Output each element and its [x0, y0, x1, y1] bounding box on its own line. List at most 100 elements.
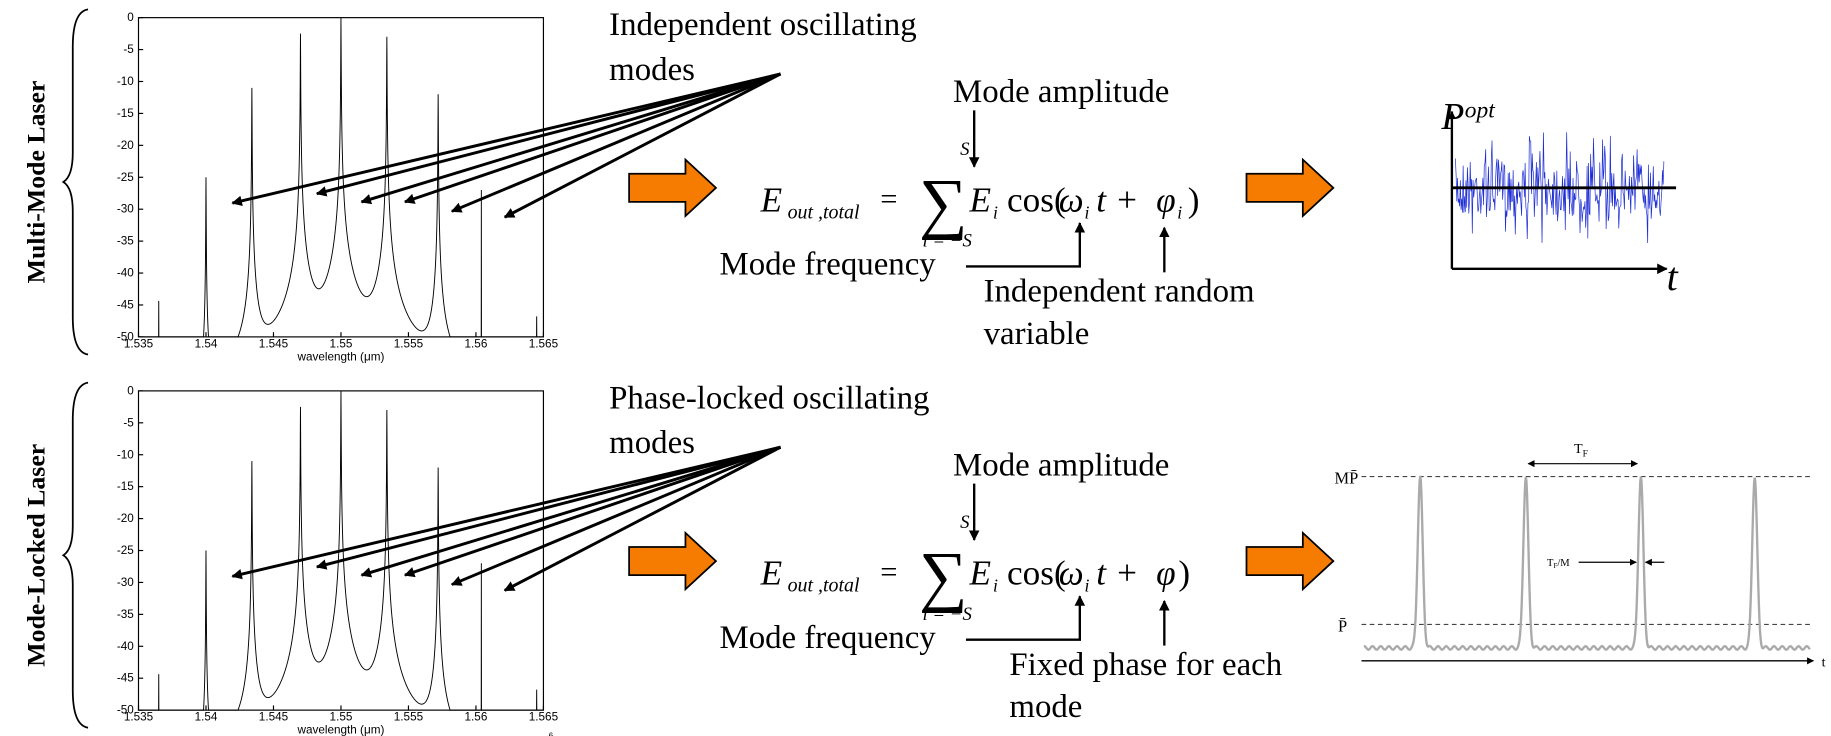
- eq-sum: ∑: [919, 164, 968, 240]
- y-tick-label: -30: [117, 576, 134, 589]
- y-tick-label: -15: [117, 107, 134, 120]
- y-axis-label-sub: opt: [1465, 97, 1495, 123]
- y-tick-label: -50: [117, 704, 134, 717]
- eq-sum-bottom: i = −S: [923, 231, 973, 252]
- x-axis-label: t: [1822, 655, 1826, 671]
- mode-arrow: [503, 72, 782, 219]
- spectrum-curve: [138, 390, 544, 711]
- y-tick-label: -45: [117, 298, 134, 311]
- orange-arrow: [628, 157, 718, 219]
- width-label-rest: /M: [1557, 558, 1570, 569]
- pulse-train: [1363, 475, 1811, 651]
- y-tick-label: -40: [117, 640, 134, 653]
- x-axis-label: wavelength (μm): [297, 350, 385, 363]
- modes-label: Independent oscillating: [609, 7, 917, 43]
- period-label: TF: [1574, 441, 1588, 460]
- x-tick-label: 1.555: [394, 711, 424, 724]
- orange-arrow: [1245, 530, 1335, 592]
- y-tick-label: -10: [117, 448, 134, 461]
- eq-equals: =: [880, 555, 897, 589]
- frequency-label: Mode frequency: [719, 247, 936, 283]
- eq-rest: t +: [1096, 554, 1138, 593]
- mode-arrow: [231, 72, 781, 207]
- eq-omega: ω: [1059, 554, 1084, 593]
- side-label: Multi-Mode Laser: [22, 81, 51, 284]
- orange-arrow: [628, 530, 718, 592]
- x-tick-label: 1.55: [330, 711, 353, 724]
- y-tick-label: -35: [117, 608, 134, 621]
- mode-arrow: [315, 72, 781, 197]
- frequency-label: Mode frequency: [719, 620, 936, 656]
- y-tick-label: -30: [117, 203, 134, 216]
- brace: [61, 381, 89, 729]
- width-label: TF/M: [1547, 558, 1570, 570]
- y-tick-label: -40: [117, 267, 134, 280]
- spectrum-curve: [138, 17, 544, 338]
- x-tick-label: 1.565: [529, 337, 559, 350]
- x-tick-label: 1.535: [124, 337, 154, 350]
- modes-label: modes: [609, 52, 695, 88]
- y-tick-label: -20: [117, 139, 134, 152]
- x-multiplier-exponent: -6: [546, 731, 554, 736]
- mode-arrow: [403, 72, 781, 204]
- eq-cos: cos(: [1007, 554, 1066, 593]
- y-axis-label: P: [1440, 97, 1464, 138]
- y-tick-label: -25: [117, 544, 134, 557]
- eq-phi: φ: [1156, 554, 1175, 593]
- mode-arrow: [403, 445, 781, 578]
- eq-lhs-sub: out ,total: [788, 575, 860, 597]
- modes-label: Phase-locked oscillating: [609, 380, 929, 416]
- phase-label: mode: [1009, 689, 1082, 725]
- eq-phi-sub: i: [1177, 202, 1182, 222]
- period-label-sub: F: [1583, 450, 1588, 460]
- x-tick-label: 1.555: [394, 337, 424, 350]
- frequency-arrow: [965, 221, 1086, 268]
- y-tick-label: -50: [117, 330, 134, 343]
- orange-arrow: [1245, 157, 1335, 219]
- amplitude-label: Mode amplitude: [953, 74, 1169, 110]
- eq-lhs-sub: out ,total: [788, 201, 860, 223]
- eq-sum-bottom: i = −S: [923, 604, 973, 625]
- frequency-arrow: [965, 595, 1086, 641]
- eq-lhs: E: [760, 180, 783, 219]
- eq-sum-top: S: [960, 139, 970, 160]
- phase-label: Independent random: [984, 274, 1255, 310]
- amplitude-label: Mode amplitude: [953, 447, 1169, 483]
- y-tick-label: -5: [123, 416, 134, 429]
- x-tick-label: 1.54: [195, 711, 218, 724]
- x-axis-label: t: [1667, 254, 1679, 299]
- x-tick-label: 1.545: [259, 711, 289, 724]
- x-tick-label: 1.55: [330, 337, 353, 350]
- eq-term-sub: i: [993, 202, 998, 222]
- y-tick-label: -35: [117, 235, 134, 248]
- y-tick-label: -10: [117, 75, 134, 88]
- mode-arrow: [450, 445, 782, 586]
- x-tick-label: 1.535: [124, 711, 154, 724]
- mode-arrow: [360, 445, 781, 578]
- x-axis-label: wavelength (μm): [297, 724, 385, 736]
- x-tick-label: 1.565: [529, 711, 559, 724]
- eq-sum-top: S: [960, 512, 970, 533]
- mean-level-label: P̄: [1338, 616, 1347, 635]
- mode-arrow: [360, 72, 781, 205]
- x-tick-label: 1.54: [195, 337, 218, 350]
- brace: [61, 8, 89, 356]
- mode-arrow: [231, 445, 781, 580]
- x-tick-label: 1.545: [259, 337, 289, 350]
- eq-sum: ∑: [919, 538, 968, 614]
- eq-close: ): [1178, 554, 1190, 593]
- eq-phi: φ: [1156, 180, 1175, 219]
- eq-term-sub: i: [993, 576, 998, 596]
- y-tick-label: 0: [127, 384, 134, 397]
- y-tick-label: -45: [117, 672, 134, 685]
- noise-trace: [1455, 132, 1665, 244]
- eq-omega-sub: i: [1085, 202, 1090, 222]
- eq-equals: =: [880, 182, 897, 216]
- eq-rest: t +: [1096, 180, 1138, 219]
- eq-omega-sub: i: [1085, 576, 1090, 596]
- eq-cos: cos(: [1007, 180, 1066, 219]
- y-tick-label: 0: [127, 11, 134, 24]
- eq-term: E: [968, 180, 991, 219]
- y-tick-label: -5: [123, 43, 134, 56]
